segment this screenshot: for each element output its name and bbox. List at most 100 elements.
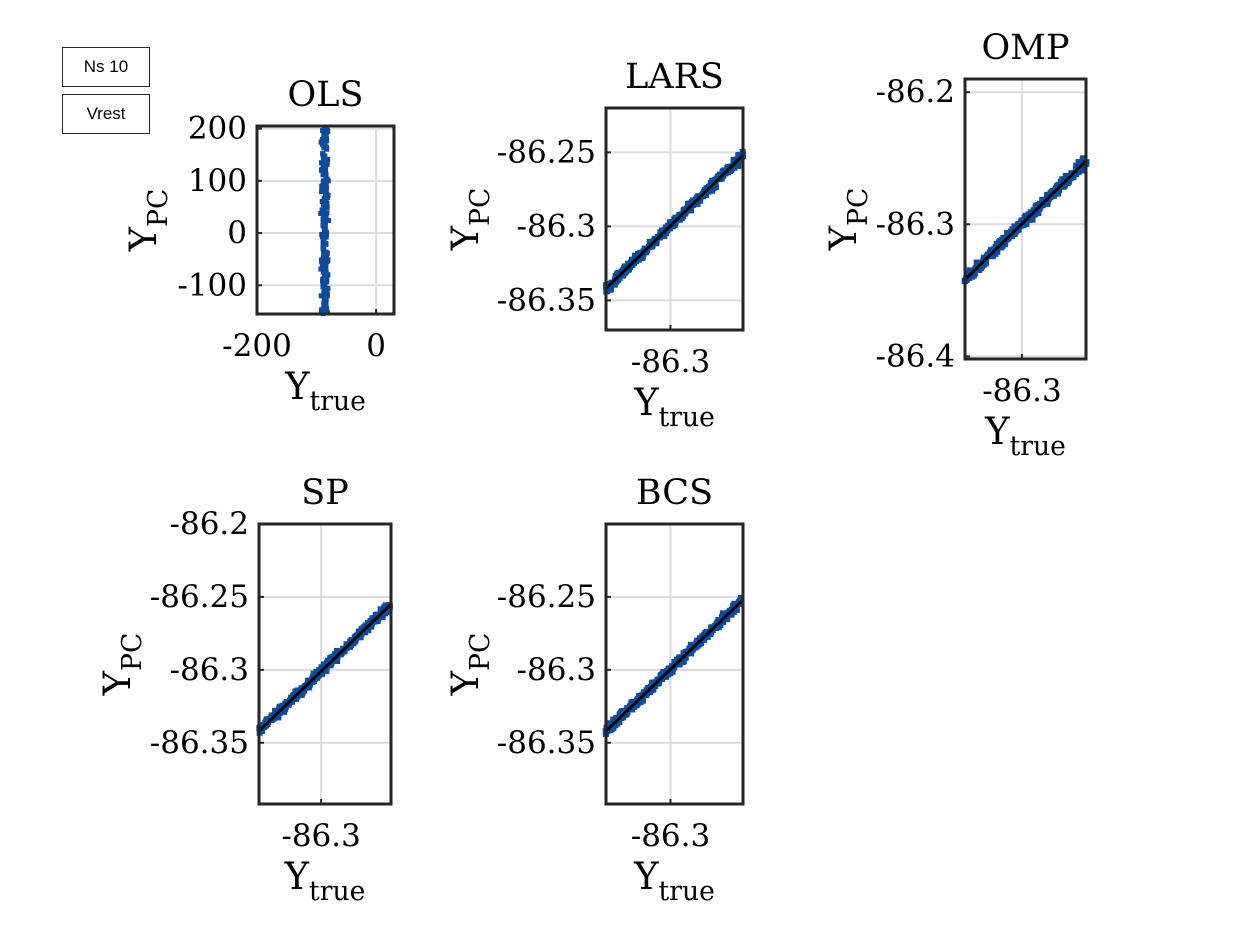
- data-point: [1022, 212, 1029, 219]
- x-axis-label: Ytrue: [284, 365, 366, 417]
- y-tick-label: -86.2: [170, 506, 250, 542]
- data-point: [274, 713, 281, 720]
- data-layer: [318, 125, 332, 317]
- data-point: [323, 289, 329, 295]
- data-point: [294, 687, 301, 694]
- axes-box: [604, 106, 745, 332]
- y-tick-label: -86.2: [876, 74, 956, 110]
- data-point: [321, 136, 327, 142]
- x-axis-label: Ytrue: [984, 410, 1066, 462]
- y-tick-label: -86.3: [517, 652, 597, 688]
- data-point: [323, 234, 329, 240]
- data-point: [657, 230, 664, 237]
- data-point: [322, 153, 328, 159]
- data-point: [323, 275, 329, 281]
- data-point: [322, 171, 328, 177]
- data-point: [323, 303, 329, 309]
- data-point: [1055, 187, 1062, 194]
- data-point: [735, 152, 742, 159]
- data-point: [733, 162, 740, 169]
- data-point: [1053, 190, 1060, 197]
- data-point: [318, 266, 324, 272]
- data-point: [347, 642, 354, 649]
- data-point: [649, 243, 656, 250]
- data-point: [707, 180, 714, 187]
- data-point: [1029, 216, 1036, 223]
- fit-line: [963, 159, 1088, 281]
- data-point: [323, 249, 329, 255]
- x-tick-label: -86.3: [982, 373, 1062, 409]
- data-point: [719, 610, 726, 617]
- data-point: [1021, 220, 1028, 227]
- x-tick-label: -86.3: [281, 818, 361, 854]
- data-point: [359, 625, 366, 632]
- data-point: [325, 129, 331, 135]
- data-point: [324, 138, 330, 144]
- data-point: [322, 272, 328, 278]
- data-point: [318, 307, 324, 313]
- data-point: [318, 210, 324, 216]
- y-axis-label: YPC: [444, 633, 496, 697]
- data-point: [322, 185, 328, 191]
- data-point: [298, 691, 305, 698]
- data-point: [321, 252, 327, 258]
- data-point: [319, 188, 325, 194]
- data-point: [323, 194, 329, 200]
- data-point: [325, 156, 331, 162]
- x-tick-label: 0: [366, 328, 386, 364]
- data-point: [1064, 180, 1071, 187]
- data-point: [657, 672, 664, 679]
- ns-label: Ns 10: [83, 57, 129, 76]
- data-point: [1073, 162, 1080, 169]
- y-tick-label: -86.35: [497, 282, 596, 318]
- data-point: [1017, 219, 1024, 226]
- axes-box: [255, 124, 396, 316]
- data-point: [1062, 173, 1069, 180]
- y-tick-label: -86.25: [497, 134, 596, 170]
- y-tick-label: -86.3: [170, 652, 250, 688]
- vrest-label-box[interactable]: Vrest: [62, 94, 150, 134]
- data-point: [980, 261, 987, 268]
- data-layer: [602, 594, 745, 738]
- fit-line: [604, 598, 745, 733]
- data-point: [1009, 232, 1016, 239]
- panel-title: OMP: [981, 28, 1069, 68]
- data-layer: [256, 602, 393, 736]
- y-tick-label: -86.25: [497, 579, 596, 615]
- axes-box: [257, 522, 393, 806]
- data-point: [712, 184, 719, 191]
- data-point: [1080, 158, 1087, 165]
- data-point: [322, 127, 328, 133]
- data-point: [351, 638, 358, 645]
- panel-title: LARS: [625, 57, 724, 97]
- data-point: [321, 290, 327, 296]
- ns-label-box[interactable]: Ns 10: [62, 47, 150, 87]
- panel-ols: -200 0 -100 0 100 200 OLS Ytrue YPC: [122, 75, 396, 417]
- data-point: [649, 680, 656, 687]
- y-tick-label: 100: [188, 163, 247, 199]
- data-point: [318, 293, 324, 299]
- data-point: [719, 619, 726, 626]
- data-point: [637, 249, 644, 256]
- x-axis-label: Ytrue: [633, 381, 715, 433]
- data-point: [1060, 183, 1067, 190]
- data-point: [606, 720, 613, 727]
- data-point: [288, 694, 295, 701]
- data-point: [321, 238, 327, 244]
- x-tick-label: -86.3: [631, 818, 711, 854]
- data-point: [323, 297, 329, 303]
- fit-line: [257, 603, 393, 733]
- data-point: [711, 177, 718, 184]
- panel-bcs: -86.3 -86.35 -86.3 -86.25 BCS Ytrue YPC: [444, 473, 745, 907]
- data-point: [316, 666, 323, 673]
- data-point: [324, 191, 330, 197]
- panel-lars: -86.3 -86.35 -86.3 -86.25 LARS Ytrue YPC: [444, 57, 747, 433]
- data-point: [321, 202, 327, 208]
- data-point: [276, 705, 283, 712]
- panel-omp: -86.3 -86.4 -86.3 -86.2 OMP Ytrue YPC: [822, 28, 1090, 462]
- data-point: [357, 634, 364, 641]
- data-point: [326, 217, 332, 223]
- data-point: [320, 284, 326, 290]
- x-tick-label: -86.3: [631, 344, 711, 380]
- data-point: [320, 156, 326, 162]
